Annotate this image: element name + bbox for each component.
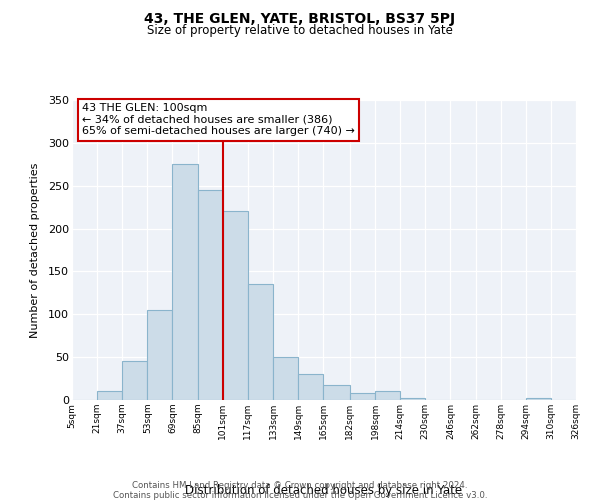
X-axis label: Distribution of detached houses by size in Yate: Distribution of detached houses by size … bbox=[185, 484, 463, 496]
Bar bbox=[122, 362, 148, 400]
Bar bbox=[197, 190, 223, 400]
Bar bbox=[223, 212, 248, 400]
Bar bbox=[298, 374, 323, 400]
Text: 43 THE GLEN: 100sqm
← 34% of detached houses are smaller (386)
65% of semi-detac: 43 THE GLEN: 100sqm ← 34% of detached ho… bbox=[82, 103, 355, 136]
Text: Contains HM Land Registry data © Crown copyright and database right 2024.: Contains HM Land Registry data © Crown c… bbox=[132, 481, 468, 490]
Text: Contains public sector information licensed under the Open Government Licence v3: Contains public sector information licen… bbox=[113, 491, 487, 500]
Bar bbox=[323, 386, 350, 400]
Bar bbox=[148, 310, 172, 400]
Bar bbox=[172, 164, 197, 400]
Bar bbox=[350, 393, 375, 400]
Y-axis label: Number of detached properties: Number of detached properties bbox=[30, 162, 40, 338]
Bar bbox=[97, 392, 122, 400]
Text: 43, THE GLEN, YATE, BRISTOL, BS37 5PJ: 43, THE GLEN, YATE, BRISTOL, BS37 5PJ bbox=[145, 12, 455, 26]
Bar bbox=[273, 357, 298, 400]
Text: Size of property relative to detached houses in Yate: Size of property relative to detached ho… bbox=[147, 24, 453, 37]
Bar bbox=[248, 284, 273, 400]
Bar bbox=[526, 398, 551, 400]
Bar bbox=[400, 398, 425, 400]
Bar bbox=[375, 392, 400, 400]
